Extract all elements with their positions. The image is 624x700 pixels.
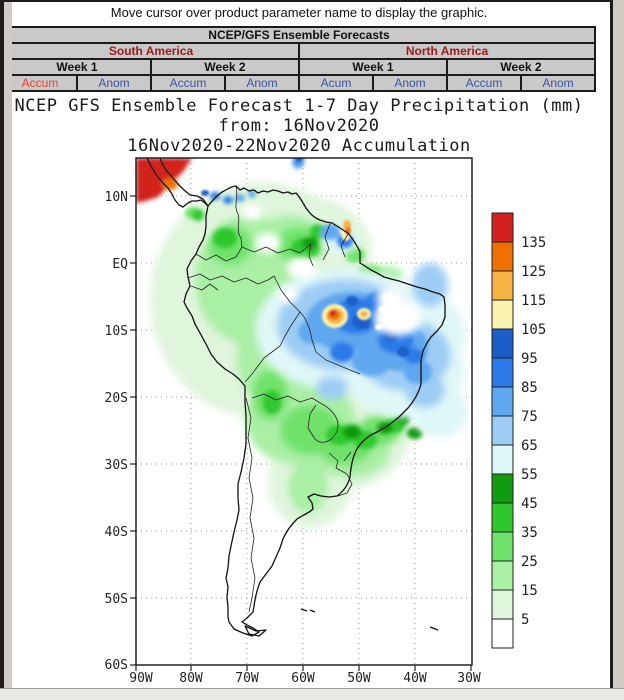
colorbar-swatch [491, 473, 514, 504]
precip-field [136, 158, 468, 637]
lon-tick-60w: 60W [291, 671, 315, 686]
window-border-right-gray [613, 0, 624, 689]
lon-tick-50w: 50W [347, 671, 371, 686]
lon-tick-70w: 70W [235, 671, 259, 686]
colorbar-swatch [491, 241, 514, 272]
colorbar-labels: 135 125 115 105 95 85 75 65 55 45 35 25 … [521, 235, 546, 628]
colorbar-swatch [491, 618, 514, 649]
colorbar-swatch [491, 415, 514, 446]
colorbar-label: 35 [521, 525, 538, 541]
link-na-week2-accum[interactable]: Accum [446, 74, 522, 92]
region-south-america: South America [2, 42, 300, 60]
colorbar-label: 95 [521, 351, 538, 367]
colorbar-swatch [491, 531, 514, 562]
link-sa-week1-anom[interactable]: Anom [76, 74, 152, 92]
colorbar-label: 125 [521, 264, 546, 280]
table-title: NCEP/GFS Ensemble Forecasts [2, 26, 596, 44]
colorbar-label: 5 [521, 612, 529, 628]
axis-ticks [130, 195, 472, 671]
colorbar-label: 25 [521, 554, 538, 570]
colorbar-label: 65 [521, 438, 538, 454]
longitude-labels: 90W 80W 70W 60W 50W 40W 30W [129, 671, 481, 686]
link-sa-week1-accum[interactable]: Accum [2, 74, 78, 92]
colorbar-swatch [491, 270, 514, 301]
lat-tick-eq: EQ [112, 257, 128, 272]
lat-tick-30s: 30S [105, 458, 128, 473]
colorbar-label: 85 [521, 380, 538, 396]
coastline [146, 158, 446, 637]
colorbar-label: 15 [521, 583, 538, 599]
lat-tick-10s: 10S [105, 324, 128, 339]
week-label-sa-2: Week 2 [150, 58, 300, 76]
lat-tick-50s: 50S [105, 592, 128, 607]
week-label-na-1: Week 1 [298, 58, 448, 76]
colorbar-swatch [491, 560, 514, 591]
colorbar-label: 135 [521, 235, 546, 251]
link-sa-week2-accum[interactable]: Accum [150, 74, 226, 92]
colorbar-swatch [491, 502, 514, 533]
region-row: South America North America [2, 42, 596, 60]
parameter-link-row: Accum Anom Accum Anom Acum Anom Accum An… [2, 74, 596, 92]
link-sa-week2-anom[interactable]: Anom [224, 74, 300, 92]
colorbar-label: 55 [521, 467, 538, 483]
map-title-line2: from: 16Nov2020 [218, 116, 380, 136]
window-border-right [610, 0, 613, 689]
lat-tick-10n: 10N [105, 190, 128, 205]
lon-tick-90w: 90W [129, 671, 153, 686]
colorbar-swatch [491, 444, 514, 475]
colorbar-label: 75 [521, 409, 538, 425]
instruction-bar: Move cursor over product parameter name … [110, 5, 488, 20]
map-title-line1: NCEP GFS Ensemble Forecast 1-7 Day Preci… [14, 96, 584, 116]
colorbar-swatch [491, 212, 514, 243]
colorbar: 135 125 115 105 95 85 75 65 55 45 35 25 … [491, 212, 546, 649]
week-row: Week 1 Week 2 Week 1 Week 2 [2, 58, 596, 76]
lat-tick-40s: 40S [105, 525, 128, 540]
link-na-week1-accum[interactable]: Acum [298, 74, 374, 92]
colorbar-label: 105 [521, 322, 546, 338]
window-border-left [0, 0, 4, 689]
window-border-bottom [0, 688, 624, 689]
table-title-row: NCEP/GFS Ensemble Forecasts [2, 26, 596, 44]
lat-tick-20s: 20S [105, 391, 128, 406]
link-na-week2-anom[interactable]: Anom [520, 74, 596, 92]
lon-tick-40w: 40W [403, 671, 427, 686]
lon-tick-30w: 30W [457, 671, 481, 686]
link-na-week1-anom[interactable]: Anom [372, 74, 448, 92]
colorbar-swatch [491, 589, 514, 620]
map-title-line3: 16Nov2020-22Nov2020 Accumulation [127, 136, 471, 156]
region-north-america: North America [298, 42, 596, 60]
forecast-table: NCEP/GFS Ensemble Forecasts South Americ… [2, 26, 596, 92]
colorbar-swatch [491, 357, 514, 388]
country-borders [187, 186, 361, 613]
colorbar-swatch [491, 386, 514, 417]
week-label-na-2: Week 2 [446, 58, 596, 76]
colorbar-swatch [491, 328, 514, 359]
map-frame [135, 157, 473, 666]
colorbar-label: 45 [521, 496, 538, 512]
colorbar-label: 115 [521, 293, 546, 309]
window-border-left-gray [4, 0, 12, 689]
colorbar-swatch [491, 299, 514, 330]
lon-tick-80w: 80W [179, 671, 203, 686]
week-label-sa-1: Week 1 [2, 58, 152, 76]
lat-tick-60s: 60S [105, 658, 128, 673]
latitude-labels: 10N EQ 10S 20S 30S 40S 50S 60S [105, 190, 129, 673]
window-border-top [0, 0, 624, 2]
precipitation-map: 10N EQ 10S 20S 30S 40S 50S 60S 90W 80W 7… [105, 157, 546, 686]
